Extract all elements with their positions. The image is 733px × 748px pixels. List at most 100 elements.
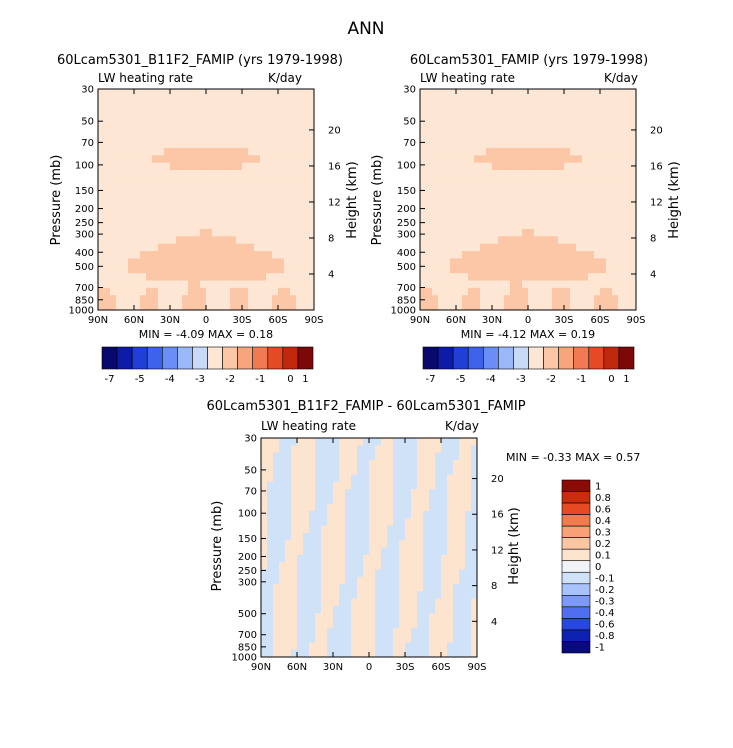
heat-cell: [516, 140, 523, 149]
heat-cell: [393, 642, 400, 651]
heat-cell: [504, 96, 511, 105]
y-tick-label: 30: [403, 85, 416, 96]
heat-cell: [450, 236, 457, 245]
heat-cell: [564, 251, 571, 259]
heat-cell: [474, 125, 481, 134]
heat-cell: [564, 302, 571, 311]
heat-cell: [224, 243, 231, 252]
heat-cell: [279, 554, 286, 563]
heat-cell: [459, 576, 466, 585]
heat-cell: [486, 199, 493, 208]
heat-cell: [339, 532, 346, 541]
heat-cell: [327, 591, 334, 600]
heat-cell: [224, 221, 231, 230]
heat-cell: [600, 140, 607, 149]
heat-cell: [570, 133, 577, 142]
heat-cell: [435, 467, 442, 475]
heat-cell: [363, 554, 370, 563]
heat-cell: [170, 228, 177, 237]
heat-cell: [182, 103, 189, 112]
heat-cell: [504, 287, 511, 296]
heat-cell: [261, 511, 268, 519]
colorbar-label: 0: [608, 374, 614, 385]
heat-cell: [588, 133, 595, 142]
heat-cell: [194, 162, 201, 171]
heat-cell: [339, 474, 346, 483]
heat-cell: [278, 192, 285, 200]
heat-cell: [462, 162, 469, 171]
heat-cell: [600, 221, 607, 230]
heat-cell: [381, 598, 388, 607]
heat-cell: [450, 295, 457, 304]
heat-cell: [444, 96, 451, 105]
heat-cell: [612, 111, 619, 119]
heat-cell: [606, 184, 613, 193]
colorbar-swatch: [561, 629, 591, 642]
heat-cell: [363, 547, 370, 556]
heat-cell: [302, 147, 309, 156]
heat-cell: [309, 649, 316, 658]
heat-cell: [146, 118, 153, 127]
heat-cell: [345, 540, 352, 548]
heat-cell: [588, 287, 595, 296]
heat-cell: [594, 96, 601, 105]
heat-cell: [630, 192, 637, 200]
heat-cell: [363, 605, 370, 614]
heat-cell: [206, 140, 213, 149]
heat-cell: [194, 177, 201, 186]
heat-cell: [465, 562, 472, 570]
heat-cell: [552, 302, 559, 311]
heat-cell: [369, 635, 376, 643]
heat-cell: [279, 489, 286, 497]
heat-cell: [273, 452, 280, 461]
heat-cell: [158, 192, 165, 200]
heat-cell: [146, 228, 153, 237]
heat-cell: [468, 140, 475, 149]
x-tick-label: 0: [366, 662, 372, 673]
heat-cell: [230, 177, 237, 186]
heat-cell: [462, 147, 469, 156]
heat-cell: [261, 591, 268, 600]
heat-cell: [492, 251, 499, 259]
heat-cell: [465, 635, 472, 643]
heat-cell: [504, 206, 511, 215]
heat-cell: [429, 452, 436, 461]
heat-cell: [272, 118, 279, 127]
heat-cell: [417, 503, 424, 512]
heat-cell: [438, 251, 445, 259]
heat-cell: [218, 133, 225, 142]
heat-cell: [345, 445, 352, 454]
heat-cell: [375, 540, 382, 548]
heat-cell: [224, 302, 231, 311]
heat-cell: [492, 199, 499, 208]
heat-cell: [200, 96, 207, 105]
heat-cell: [612, 192, 619, 200]
heat-cell: [236, 184, 243, 193]
heat-cell: [540, 206, 547, 215]
heat-cell: [498, 103, 505, 112]
heat-cell: [339, 605, 346, 614]
heat-cell: [267, 620, 274, 629]
heat-cell: [321, 642, 328, 651]
heat-cell: [279, 503, 286, 512]
heat-cell: [296, 265, 303, 274]
heat-cell: [230, 280, 237, 289]
heat-cell: [176, 214, 183, 223]
heat-cell: [182, 273, 189, 282]
heat-cell: [284, 140, 291, 149]
heat-cell: [308, 118, 315, 127]
heat-cell: [122, 236, 129, 245]
colorbar-swatch: [561, 548, 591, 562]
heat-cell: [182, 96, 189, 105]
heat-cell: [242, 280, 249, 289]
heat-cell: [363, 525, 370, 534]
heat-cell: [176, 236, 183, 245]
heat-cell: [504, 125, 511, 134]
heat-cell: [266, 111, 273, 119]
heat-cell: [405, 635, 412, 643]
heat-cell: [528, 133, 535, 142]
heat-cell: [176, 147, 183, 156]
heat-cell: [122, 258, 129, 267]
heat-cell: [284, 147, 291, 156]
heat-cell: [260, 287, 267, 296]
